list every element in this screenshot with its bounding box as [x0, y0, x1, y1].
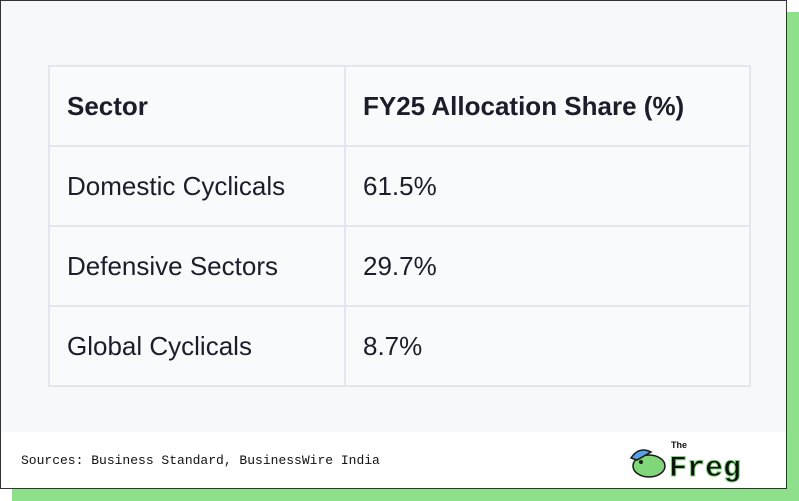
cell: Domestic Cyclicals	[48, 145, 346, 227]
logo-small: The	[671, 440, 687, 450]
logo-name: Freg	[669, 452, 741, 484]
row: Domestic Cyclicals 61.5%	[48, 145, 751, 227]
cell: 8.7%	[344, 305, 751, 387]
cell: 29.7%	[344, 225, 751, 307]
row: Global Cyclicals 8.7%	[48, 305, 751, 387]
frog-hat	[629, 449, 653, 461]
header-cell: FY25 Allocation Share (%)	[344, 65, 751, 147]
frog-eye	[639, 460, 643, 464]
cell: Defensive Sectors	[48, 225, 346, 307]
header-cell: Sector	[48, 65, 346, 147]
cell: 61.5%	[344, 145, 751, 227]
logo: The Freg	[629, 440, 742, 484]
header-row: Sector FY25 Allocation Share (%)	[48, 65, 751, 147]
cell: Global Cyclicals	[48, 305, 346, 387]
footer: Sources: Business Standard, BusinessWire…	[1, 432, 786, 488]
source-note: Sources: Business Standard, BusinessWire…	[21, 453, 380, 468]
card: Sector FY25 Allocation Share (%) Domesti…	[0, 0, 787, 489]
data-table: Sector FY25 Allocation Share (%) Domesti…	[48, 65, 751, 387]
row: Defensive Sectors 29.7%	[48, 225, 751, 307]
